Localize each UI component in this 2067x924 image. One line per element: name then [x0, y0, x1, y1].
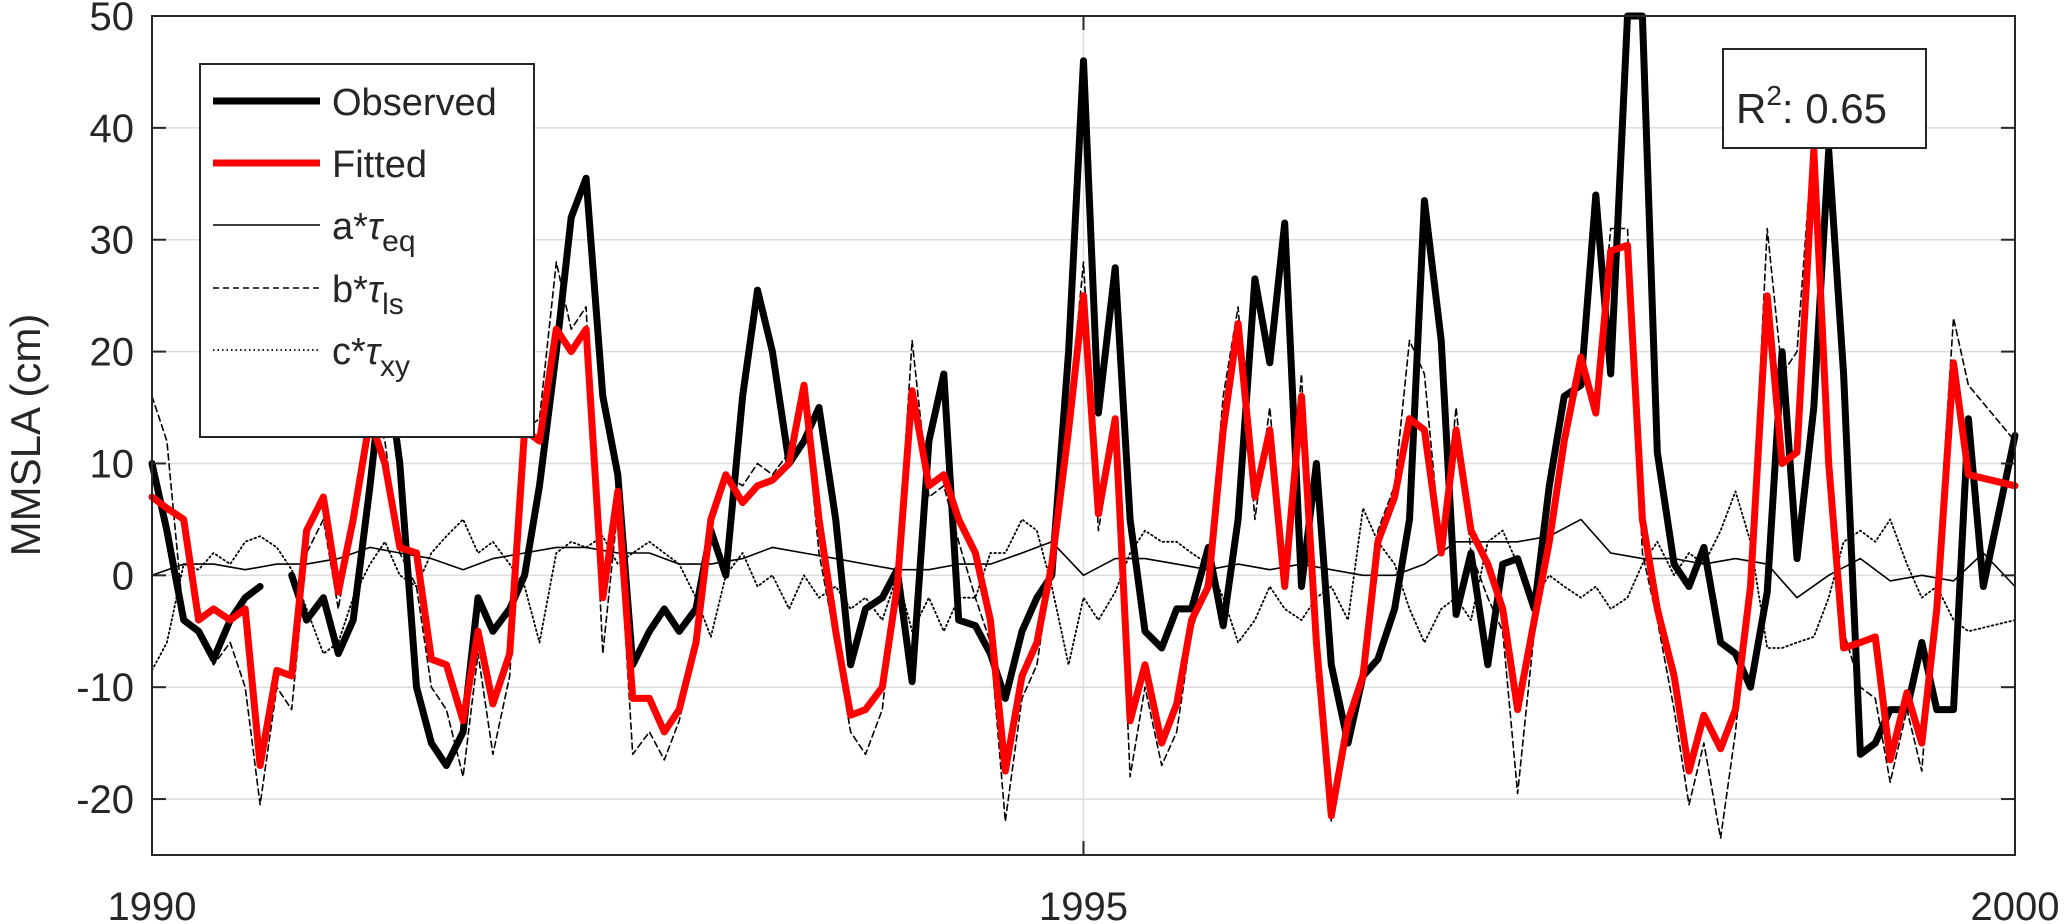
series-line-b-ls	[151, 127, 2016, 839]
y-tick-label: -10	[76, 666, 134, 710]
plot-lines	[148, 12, 2019, 839]
svg-text:R2: 0.65: R2: 0.65	[1736, 80, 1887, 132]
y-tick-label: 40	[90, 107, 135, 151]
x-tick-label: 2000	[1971, 885, 2060, 924]
legend-box	[199, 63, 535, 438]
annotation-value: : 0.65	[1782, 85, 1887, 132]
legend-label: Fitted	[332, 144, 427, 186]
y-tick-label: -20	[76, 778, 134, 822]
y-tick-label: 20	[90, 331, 135, 375]
axis-ticks: -20 -10 0 10 20 30 40 50 1990 1995 2000	[76, 0, 2059, 924]
x-tick-label: 1990	[108, 885, 197, 924]
series-line-fitted	[148, 146, 2019, 820]
annotation-box	[1722, 48, 1927, 149]
r-squared-annotation: R2: 0.65	[1722, 48, 1927, 149]
x-tick-label: 1995	[1039, 885, 1128, 924]
series-line-observed	[148, 12, 2019, 769]
y-axis-label: MMSLA (cm)	[2, 314, 49, 557]
legend-label: c*τxy	[332, 331, 410, 383]
annotation-superscript: 2	[1766, 80, 1782, 111]
y-tick-label: 50	[90, 0, 135, 39]
legend-label: a*τeq	[332, 206, 416, 258]
legend: Observed Fitted a*τeq b*τls c*τxy	[199, 63, 535, 438]
y-tick-label: 0	[112, 554, 134, 598]
y-tick-label: 10	[90, 442, 135, 486]
y-tick-label: 30	[90, 219, 135, 263]
annotation-prefix: R	[1736, 85, 1766, 132]
legend-label: b*τls	[332, 269, 404, 321]
legend-label: Observed	[332, 82, 497, 124]
